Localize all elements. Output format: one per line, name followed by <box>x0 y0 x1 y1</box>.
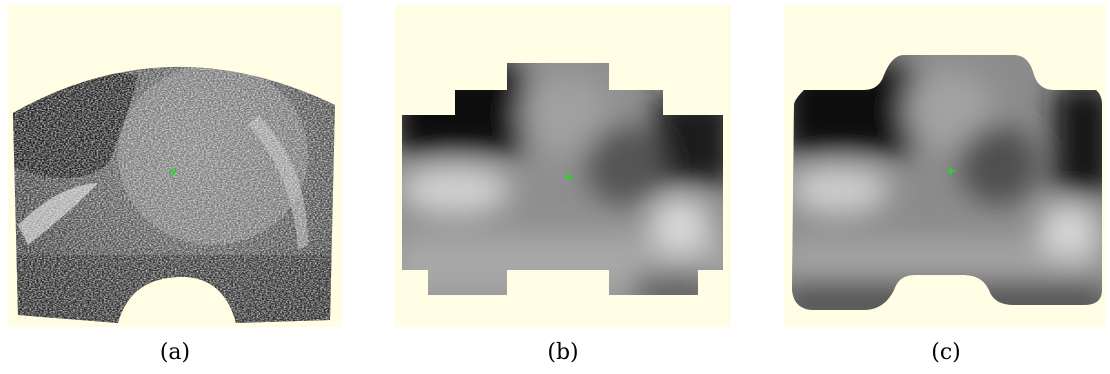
ultrasound-image <box>13 66 335 324</box>
center-marker-icon <box>565 173 573 181</box>
smoothed-reconstruction-image <box>792 55 1102 310</box>
caption-c: (c) <box>931 340 961 365</box>
panel-a-ultrasound <box>8 5 342 327</box>
panel-c-smoothed <box>784 5 1106 327</box>
center-marker-icon <box>947 167 955 175</box>
panel-b-blocky <box>395 5 731 327</box>
caption-a: (a) <box>159 340 191 365</box>
blocky-reconstruction-image <box>402 63 723 295</box>
caption-b: (b) <box>547 340 579 365</box>
center-marker-icon <box>169 168 177 176</box>
